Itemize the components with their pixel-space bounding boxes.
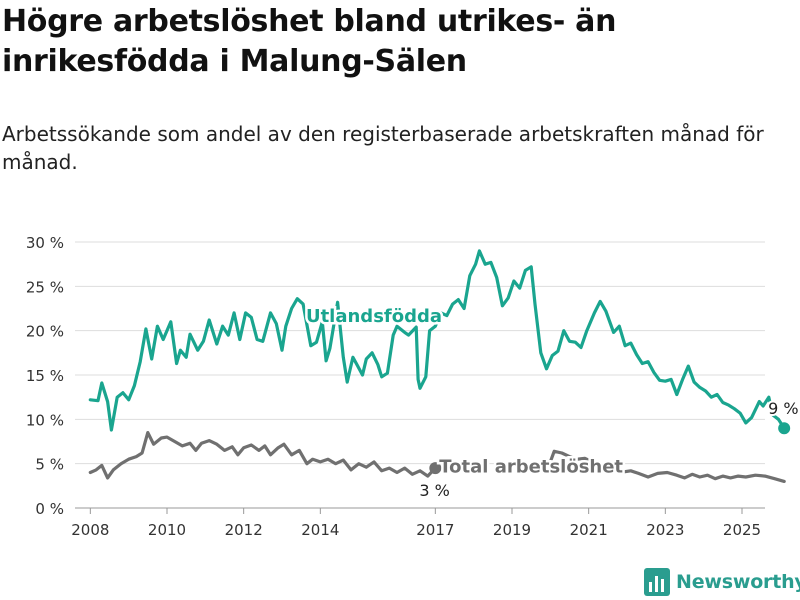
x-tick-label: 2021 (570, 521, 608, 539)
y-tick-label: 10 % (26, 411, 64, 429)
x-tick-label: 2014 (301, 521, 339, 539)
bar-chart-logo-icon (644, 568, 670, 596)
series-line-0 (88, 249, 786, 432)
x-axis-ticks: 2008 2010 2012 2014 2017 2019 2021 2023 2025 (71, 508, 761, 539)
gridlines (75, 241, 765, 509)
series-endpoint-dot (778, 422, 791, 435)
series-line-1 (88, 431, 437, 480)
y-tick-label: 5 % (35, 456, 64, 474)
chart-title: Högre arbetslöshet bland utrikes- än inr… (2, 4, 617, 79)
chart-subtitle: Arbetssökande som andel av den registerb… (2, 122, 764, 174)
series-endpoints: 9 % 3 % (417, 397, 800, 502)
x-tick-label: 2017 (416, 521, 454, 539)
series-endpoint-dot (429, 462, 442, 475)
x-tick-label: 2008 (71, 521, 109, 539)
series-name-label: Total arbetslöshet (439, 457, 623, 478)
y-tick-label: 20 % (26, 323, 64, 341)
series-name-label: Utlandsfödda (306, 306, 442, 327)
y-tick-label: 0 % (35, 500, 64, 518)
series-lines (88, 249, 786, 483)
y-tick-label: 25 % (26, 278, 64, 296)
newsworthy-logo[interactable]: Newsworthy (644, 568, 800, 596)
y-axis-ticks: 0 % 5 % 10 % 15 % 20 % 25 % 30 % (26, 234, 64, 518)
x-tick-label: 2010 (148, 521, 186, 539)
y-tick-label: 15 % (26, 367, 64, 385)
series-end-label: 9 % (768, 399, 798, 418)
x-tick-label: 2025 (723, 521, 761, 539)
x-tick-label: 2023 (646, 521, 684, 539)
y-tick-label: 30 % (26, 234, 64, 252)
x-tick-label: 2012 (225, 521, 263, 539)
x-tick-label: 2019 (493, 521, 531, 539)
series-line-2 (548, 449, 786, 483)
series-labels: Utlandsfödda Total arbetslöshet (303, 303, 625, 480)
brand-name: Newsworthy (676, 571, 800, 593)
series-end-label: 3 % (419, 481, 449, 500)
